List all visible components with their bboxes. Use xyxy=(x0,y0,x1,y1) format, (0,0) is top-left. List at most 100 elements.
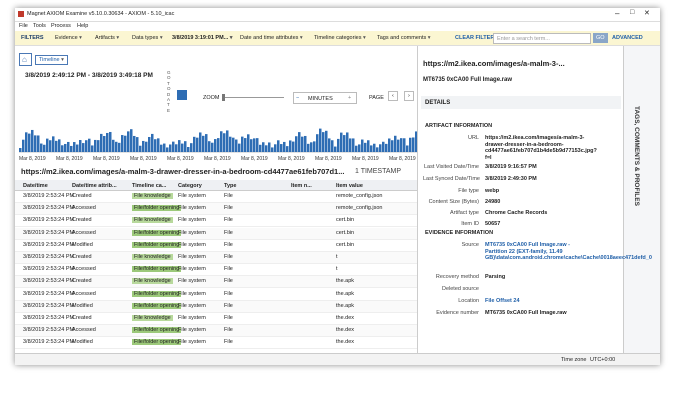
minimize[interactable]: – xyxy=(615,9,620,18)
table-row[interactable] xyxy=(15,264,417,277)
maximize[interactable]: □ xyxy=(630,9,635,16)
filter-dropdown[interactable]: Timeline categories xyxy=(314,35,366,41)
table-row[interactable] xyxy=(15,239,417,252)
histogram-bar xyxy=(205,134,208,152)
table-cell: 3/8/2019 2:53:24 PM xyxy=(23,254,75,260)
histogram-bar xyxy=(349,138,352,152)
table-cell: File/folder opening xyxy=(132,205,182,212)
table-row[interactable] xyxy=(15,325,417,338)
table-row[interactable] xyxy=(15,215,417,228)
table-cell: File knowledge xyxy=(132,315,173,321)
histogram-bar xyxy=(82,143,85,152)
histogram-bar xyxy=(250,139,253,152)
home-button[interactable]: ⌂ xyxy=(19,53,32,66)
filter-dropdown[interactable]: Artifacts xyxy=(95,35,119,41)
clear-filters[interactable]: CLEAR FILTERS xyxy=(455,35,498,41)
field-label: Last Synced Date/Time xyxy=(423,176,480,182)
histogram-bar xyxy=(235,139,238,152)
table-row[interactable] xyxy=(15,337,417,350)
unit-select[interactable]: − MINUTES + xyxy=(293,92,357,104)
table-cell: the.apk xyxy=(336,290,355,297)
table-row[interactable] xyxy=(15,288,417,301)
table-row[interactable] xyxy=(15,313,417,325)
axis-label: Mar 8, 2019 xyxy=(241,156,268,162)
go-button[interactable]: GO xyxy=(593,33,608,43)
histogram-bar xyxy=(265,145,268,152)
histogram-bar xyxy=(169,144,172,152)
histogram-bar xyxy=(145,141,148,152)
field-value: webp xyxy=(485,188,500,194)
timeline-histogram xyxy=(19,128,417,153)
view-dropdown[interactable]: Timeline xyxy=(35,55,68,65)
menu-item: Help xyxy=(77,23,89,29)
histogram-bar xyxy=(370,145,373,152)
table-cell: Modified xyxy=(72,302,93,309)
axis-label: Mar 8, 2019 xyxy=(278,156,305,162)
table-cell: File system xyxy=(178,339,206,346)
artifact-heading: ARTIFACT INFORMATION xyxy=(425,123,493,129)
filter-dropdown[interactable]: 3/8/2019 3:19:01 PM... xyxy=(172,35,233,41)
zoom-slider[interactable] xyxy=(222,94,284,101)
axis-label: Mar 8, 2019 xyxy=(167,156,194,162)
histogram-bar xyxy=(58,139,61,152)
table-row[interactable] xyxy=(15,227,417,240)
histogram-bar xyxy=(364,142,367,152)
side-tab[interactable]: TAGS, COMMENTS & PROFILES xyxy=(633,106,640,206)
field-value: Parsing xyxy=(485,274,506,280)
calendar-button[interactable] xyxy=(177,90,187,100)
field-label: Location xyxy=(458,298,479,304)
table-cell: File xyxy=(224,339,233,346)
histogram-bar xyxy=(280,144,283,152)
timestamp-count: 1 TIMESTAMP xyxy=(355,168,402,175)
histogram-bar xyxy=(208,141,211,152)
prev-page[interactable]: ‹ xyxy=(388,91,398,101)
details-heading: DETAILS xyxy=(425,100,451,106)
filter-dropdown[interactable]: Evidence xyxy=(55,35,82,41)
table-cell: File xyxy=(224,229,233,236)
histogram-bar xyxy=(106,132,109,152)
histogram-bar xyxy=(367,140,370,152)
histogram-bar xyxy=(19,148,22,152)
axis-label: Mar 8, 2019 xyxy=(204,156,231,162)
column-header: Item value xyxy=(336,183,363,189)
filter-dropdown[interactable]: Data types xyxy=(132,35,163,41)
search-box[interactable]: Enter a search term... xyxy=(493,33,591,44)
next-page[interactable]: › xyxy=(404,91,414,101)
go-to-date[interactable]: GO TO DATE xyxy=(167,70,171,113)
table-cell: Created xyxy=(72,217,92,224)
table-cell: File system xyxy=(178,254,206,260)
column-header: Timeline ca... xyxy=(132,183,167,189)
table-cell: 3/8/2019 2:53:24 PM xyxy=(23,278,75,285)
histogram-bar xyxy=(202,135,205,152)
histogram-bar xyxy=(316,134,319,152)
close[interactable]: ✕ xyxy=(644,10,650,17)
table-row[interactable] xyxy=(15,252,417,264)
histogram-bar xyxy=(415,131,417,152)
table-cell: Created xyxy=(72,278,92,285)
table-cell: Accessed xyxy=(72,290,96,297)
table-row[interactable] xyxy=(15,276,417,289)
table-cell: File xyxy=(224,327,233,334)
histogram-bar xyxy=(325,130,328,152)
table-cell: File knowledge xyxy=(132,193,173,199)
histogram-bar xyxy=(184,141,187,152)
table-cell: File xyxy=(224,290,233,297)
table-cell: File/folder opening xyxy=(132,339,182,346)
field-value: 50657 xyxy=(485,221,501,227)
filter-dropdown[interactable]: Date and time attributes xyxy=(240,35,303,41)
histogram-bar xyxy=(262,142,265,152)
histogram-bar xyxy=(355,145,358,152)
field-value: 3/8/2019 9:16:57 PM xyxy=(485,164,537,170)
histogram-bar xyxy=(259,144,262,152)
histogram-bar xyxy=(277,140,280,152)
filter-dropdown[interactable]: Tags and comments xyxy=(377,35,431,41)
field-label: Deleted source xyxy=(442,286,479,292)
status-bar: Time zone UTC+0:00 xyxy=(15,353,660,365)
table-row[interactable] xyxy=(15,300,417,313)
table-row[interactable] xyxy=(15,203,417,216)
advanced[interactable]: ADVANCED xyxy=(612,35,643,41)
axis-label: Mar 8, 2019 xyxy=(93,156,120,162)
table-cell: File system xyxy=(178,241,206,248)
table-row[interactable] xyxy=(15,191,417,203)
table-cell: 3/8/2019 2:53:24 PM xyxy=(23,290,75,297)
